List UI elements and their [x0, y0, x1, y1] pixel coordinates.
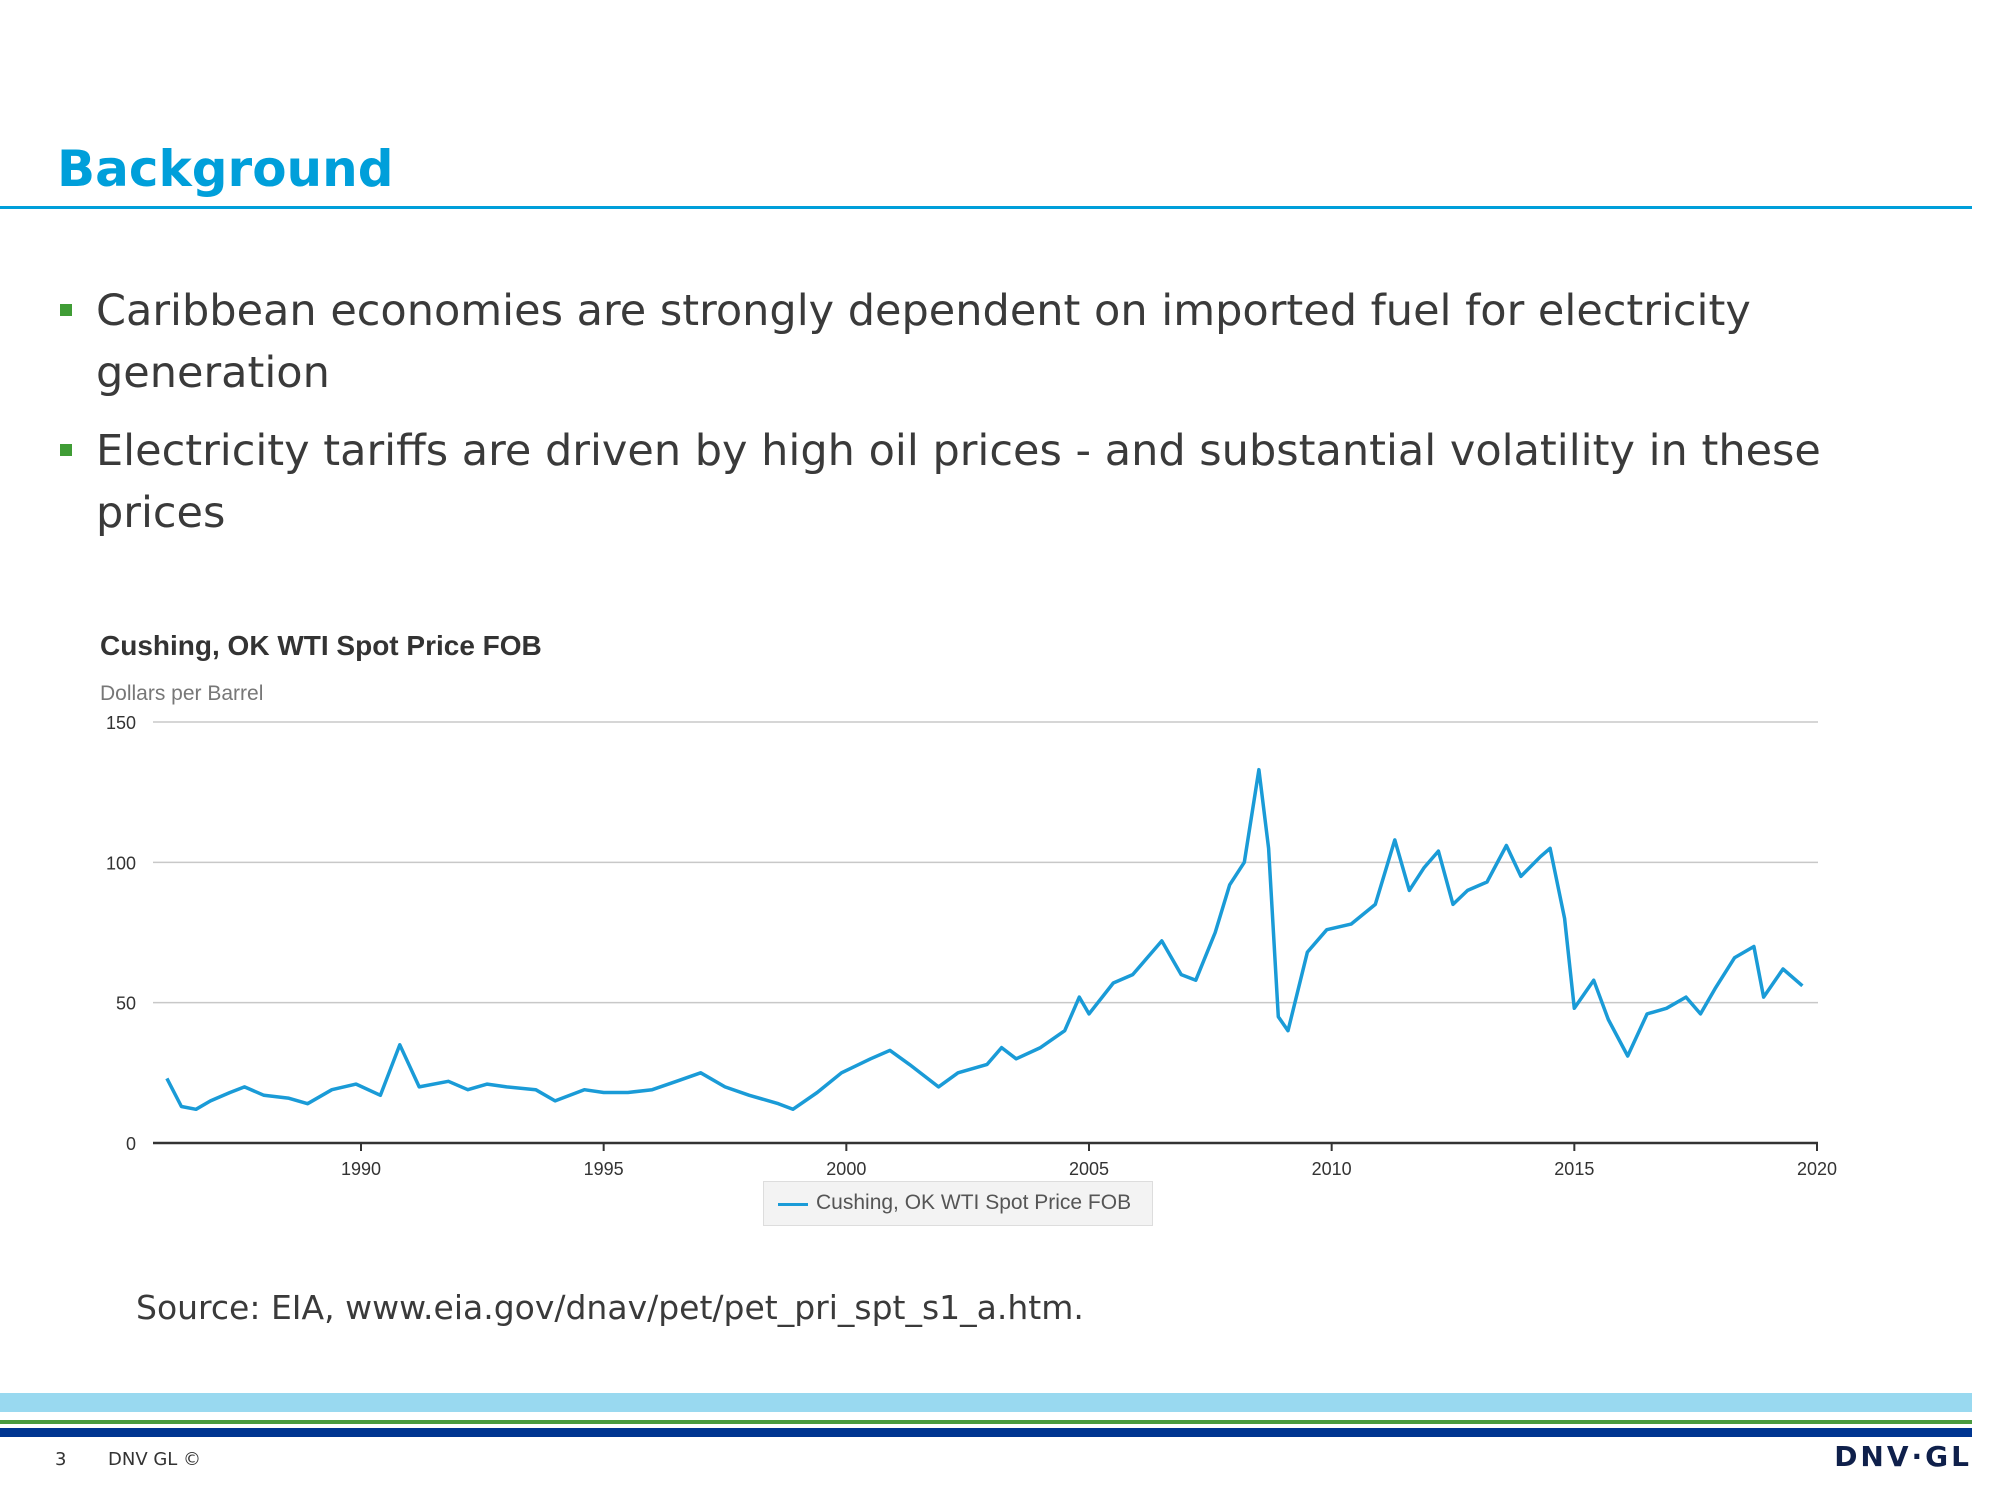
footer-band-navy: [0, 1428, 1972, 1437]
bullet-square-icon: [60, 444, 72, 456]
y-tick-label: 100: [106, 853, 136, 873]
bullet-item: Electricity tariffs are driven by high o…: [60, 420, 1956, 544]
copyright: DNV GL ©: [108, 1449, 202, 1470]
y-tick-label: 50: [116, 994, 136, 1014]
bullet-text: Electricity tariffs are driven by high o…: [96, 426, 1821, 538]
x-tick-label: 2005: [1069, 1159, 1109, 1179]
source-note: Source: EIA, www.eia.gov/dnav/pet/pet_pr…: [136, 1288, 1084, 1327]
dnv-gl-logo: DNV·GL: [1834, 1440, 1972, 1473]
bullet-item: Caribbean economies are strongly depende…: [60, 280, 1956, 404]
x-tick-label: 2020: [1797, 1159, 1837, 1179]
page-number: 3: [55, 1449, 67, 1470]
y-tick-label: 0: [126, 1134, 136, 1154]
footer-band-green: [0, 1420, 1972, 1424]
x-tick-label: 1995: [584, 1159, 624, 1179]
series-line: [165, 767, 1804, 1112]
x-tick-label: 2000: [826, 1159, 866, 1179]
footer-band-light: [0, 1393, 1972, 1412]
slide-title: Background: [57, 140, 394, 198]
legend-label: Cushing, OK WTI Spot Price FOB: [816, 1191, 1132, 1214]
bullet-text: Caribbean economies are strongly depende…: [96, 286, 1751, 398]
x-tick-label: 2015: [1554, 1159, 1594, 1179]
y-axis-label: Dollars per Barrel: [100, 682, 263, 705]
y-tick-label: 150: [106, 713, 136, 733]
x-tick-label: 2010: [1312, 1159, 1352, 1179]
title-divider: [0, 206, 1972, 209]
bullet-square-icon: [60, 304, 72, 316]
legend-line-swatch: [778, 1203, 808, 1206]
chart-legend[interactable]: Cushing, OK WTI Spot Price FOB: [763, 1181, 1153, 1226]
chart-title: Cushing, OK WTI Spot Price FOB: [100, 630, 542, 661]
x-tick-label: 1990: [341, 1159, 381, 1179]
